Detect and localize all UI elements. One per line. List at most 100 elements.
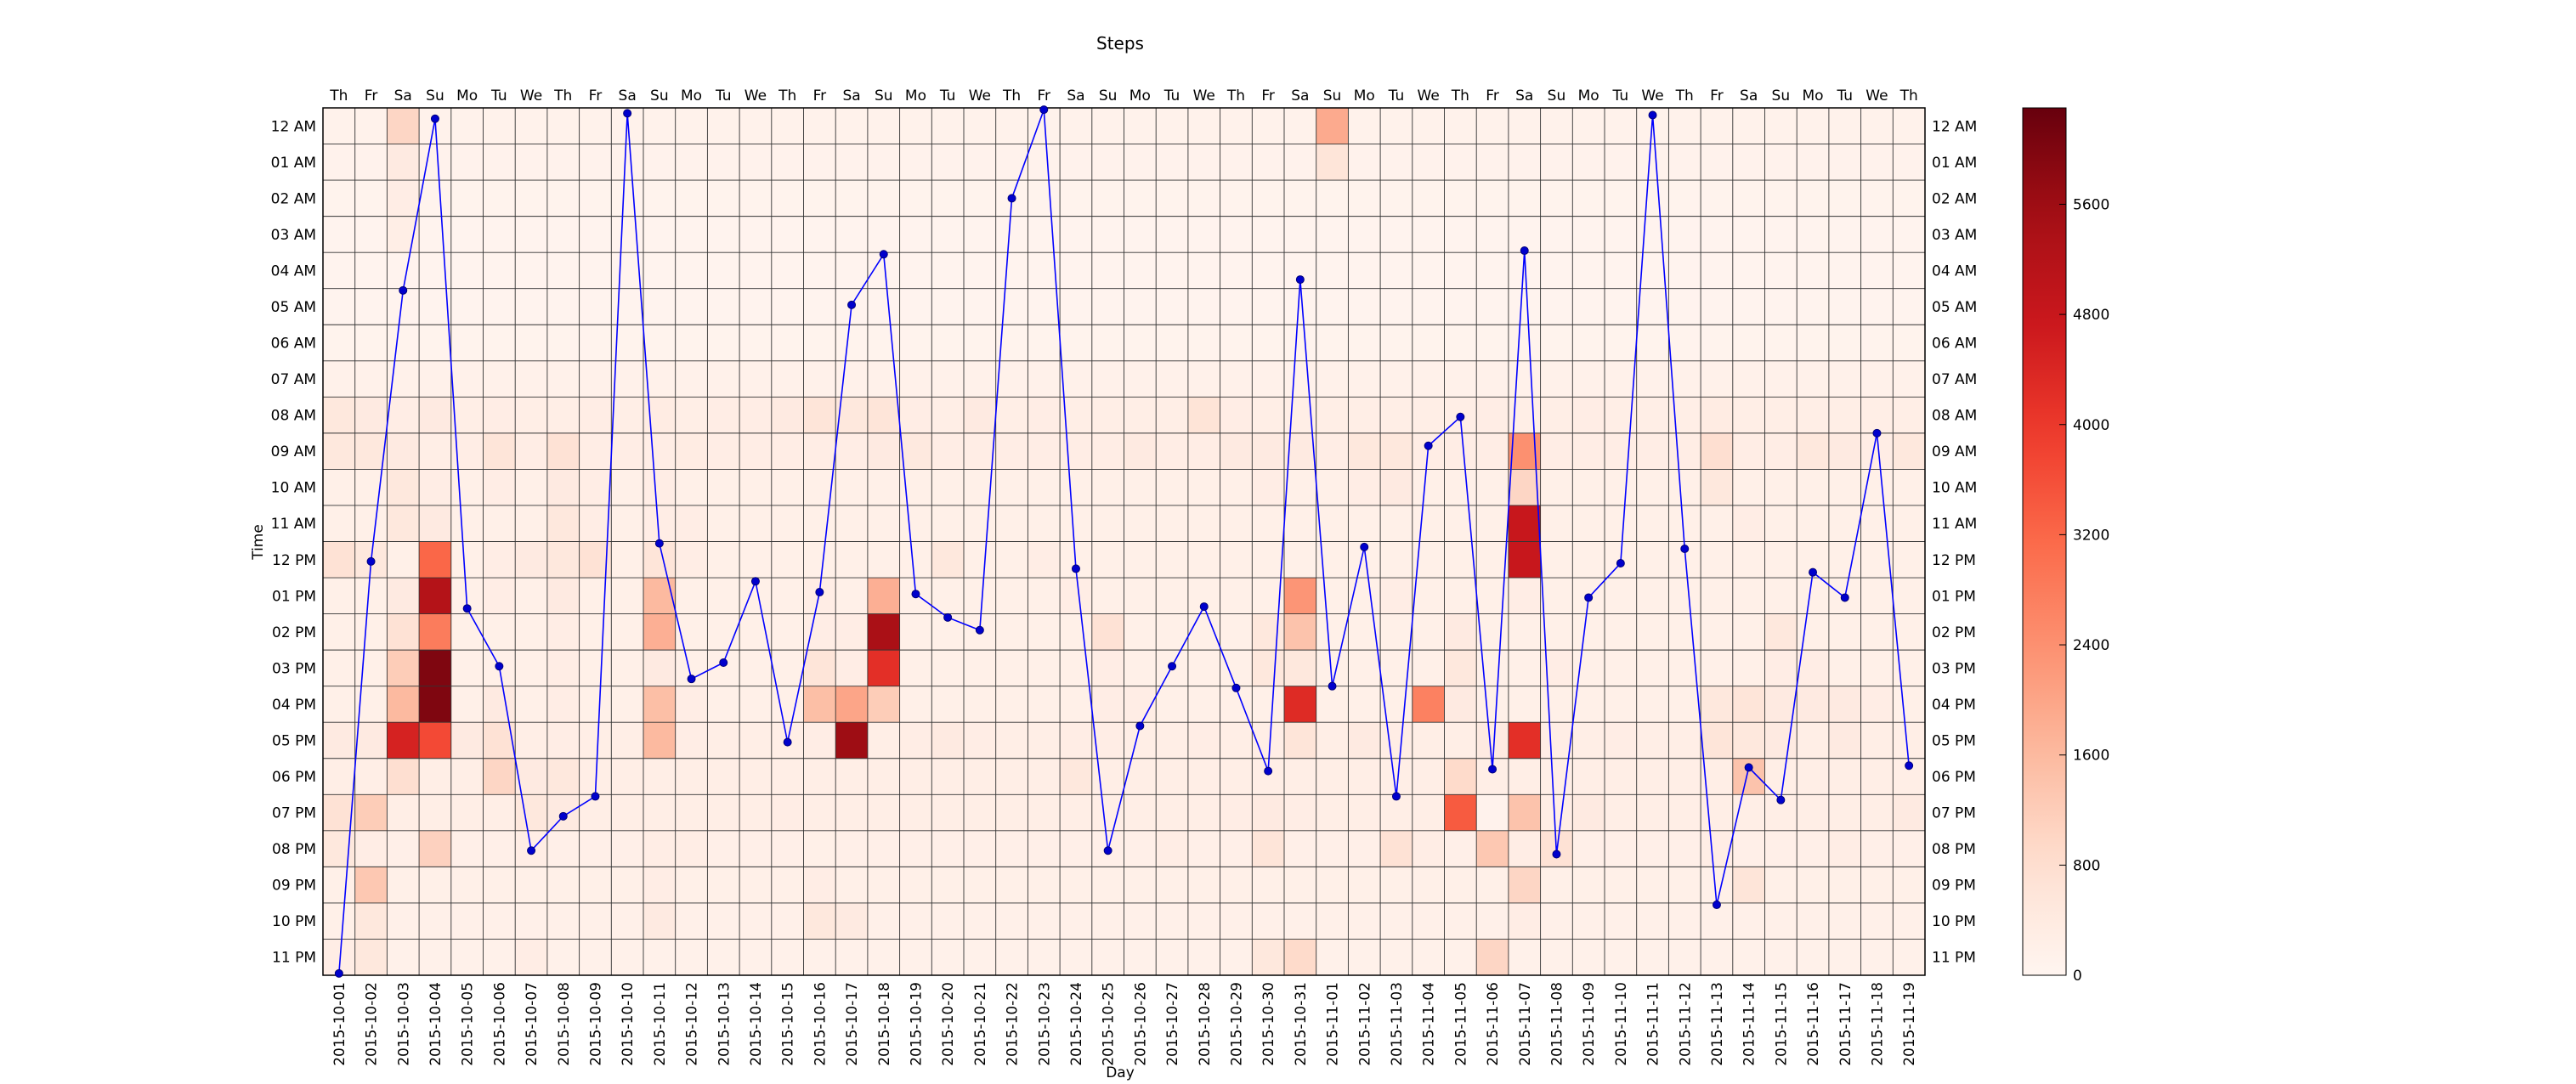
heatmap-cell xyxy=(1732,505,1765,542)
heatmap-cell xyxy=(387,469,420,506)
hour-label-right: 06 AM xyxy=(1932,336,1977,353)
heatmap-cell xyxy=(867,902,900,940)
heatmap-cell xyxy=(1220,794,1253,832)
heatmap-cell xyxy=(1508,939,1541,976)
heatmap-cell xyxy=(1893,216,1926,253)
heatmap-cell xyxy=(1860,288,1894,325)
heatmap-cell xyxy=(1797,902,1830,940)
heatmap-cell xyxy=(1156,794,1189,832)
heatmap-cell xyxy=(1540,686,1573,723)
heatmap-cell xyxy=(1797,867,1830,904)
heatmap-cell xyxy=(1091,650,1124,686)
heatmap-cell xyxy=(739,686,773,723)
heatmap-cell xyxy=(643,867,676,904)
colorbar-tick-label: 4000 xyxy=(2073,417,2109,434)
series-point xyxy=(1776,795,1786,805)
heatmap-cell xyxy=(1028,686,1061,723)
heatmap-cell xyxy=(643,180,676,217)
hour-label-left: 03 PM xyxy=(272,660,316,677)
heatmap-cell xyxy=(1316,397,1349,434)
heatmap-cell xyxy=(1156,722,1189,759)
heatmap-cell xyxy=(995,939,1028,976)
heatmap-cell xyxy=(611,578,644,614)
heatmap-cell xyxy=(1476,867,1509,904)
heatmap-cell xyxy=(867,578,900,614)
heatmap-cell xyxy=(323,613,355,651)
heatmap-cell xyxy=(1828,939,1861,976)
heatmap-cell xyxy=(1636,650,1669,686)
heatmap-cell xyxy=(771,902,804,940)
heatmap-cell xyxy=(1732,939,1765,976)
heatmap-cell xyxy=(1636,686,1669,723)
heatmap-cell xyxy=(1764,432,1798,470)
heatmap-cell xyxy=(387,144,420,181)
heatmap-cell xyxy=(1668,432,1701,470)
hour-label-left: 06 AM xyxy=(271,336,316,353)
date-label: 2015-10-01 xyxy=(331,982,348,1066)
heatmap-cell xyxy=(450,505,484,542)
series-point xyxy=(1616,559,1625,568)
heatmap-cell xyxy=(1893,613,1926,651)
heatmap-cell xyxy=(771,252,804,290)
hour-label-left: 01 AM xyxy=(271,155,316,172)
heatmap-cell xyxy=(1732,180,1765,217)
heatmap-cell xyxy=(803,144,836,181)
weekday-label: Tu xyxy=(939,88,956,104)
heatmap-cell xyxy=(1220,397,1253,434)
heatmap-cell xyxy=(707,108,740,144)
heatmap-cell xyxy=(739,794,773,832)
heatmap-cell xyxy=(1124,902,1157,940)
heatmap-cell xyxy=(867,216,900,253)
heatmap-cell xyxy=(1860,613,1894,651)
heatmap-cell xyxy=(1508,613,1541,651)
weekday-label: Sa xyxy=(394,88,412,104)
series-line xyxy=(338,109,1910,974)
heatmap-cell xyxy=(899,939,932,976)
heatmap-cell xyxy=(1893,252,1926,290)
heatmap-cell xyxy=(1124,144,1157,181)
heatmap-cell xyxy=(1284,469,1316,506)
heatmap-cell xyxy=(515,541,548,579)
heatmap-cell xyxy=(1091,867,1124,904)
heatmap-cell xyxy=(1091,325,1124,362)
heatmap-cell xyxy=(643,613,676,651)
heatmap-cell xyxy=(1860,144,1894,181)
heatmap-cell xyxy=(1636,216,1669,253)
date-label: 2015-11-10 xyxy=(1613,982,1630,1066)
heatmap-cell xyxy=(1028,360,1061,398)
heatmap-cell xyxy=(450,830,484,867)
heatmap-cell xyxy=(931,578,965,614)
date-label: 2015-10-18 xyxy=(876,982,893,1066)
heatmap-cell xyxy=(1732,541,1765,579)
heatmap-cell xyxy=(611,722,644,759)
heatmap-cell xyxy=(1348,902,1381,940)
heatmap-cell xyxy=(1732,578,1765,614)
heatmap-cell xyxy=(323,650,355,686)
heatmap-cell xyxy=(643,216,676,253)
heatmap-cell xyxy=(1252,432,1285,470)
date-label: 2015-10-06 xyxy=(491,982,508,1066)
heatmap-cell xyxy=(931,794,965,832)
heatmap-cell xyxy=(1701,902,1734,940)
heatmap-cell xyxy=(546,686,580,723)
weekday-label: We xyxy=(1865,88,1888,104)
heatmap-cell xyxy=(1668,144,1701,181)
heatmap-cell xyxy=(1380,902,1413,940)
heatmap-cell xyxy=(931,360,965,398)
heatmap-cell xyxy=(1764,144,1798,181)
weekday-label: We xyxy=(744,88,767,104)
heatmap-cell xyxy=(1412,830,1445,867)
heatmap-cell xyxy=(323,686,355,723)
series-point xyxy=(495,662,504,671)
weekday-label: We xyxy=(1418,88,1440,104)
heatmap-cell xyxy=(1701,939,1734,976)
heatmap-cell xyxy=(1828,686,1861,723)
heatmap-cell xyxy=(931,902,965,940)
heatmap-cell xyxy=(387,252,420,290)
heatmap-cell xyxy=(611,180,644,217)
heatmap-cell xyxy=(1860,397,1894,434)
heatmap-cell xyxy=(1540,505,1573,542)
date-label: 2015-10-22 xyxy=(1005,982,1022,1066)
heatmap-cell xyxy=(675,216,708,253)
heatmap-cell xyxy=(1540,432,1573,470)
